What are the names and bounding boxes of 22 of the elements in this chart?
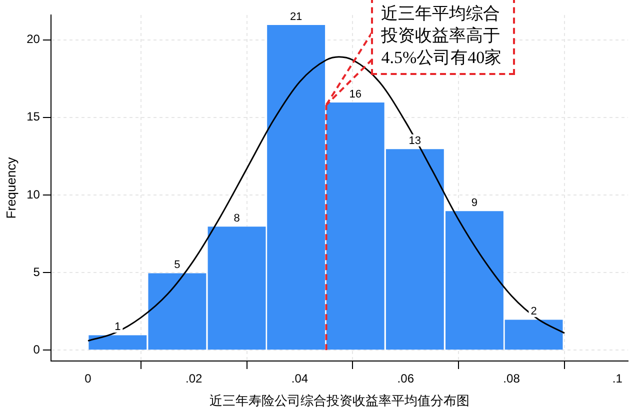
y-tick-label: 0 — [33, 342, 40, 356]
data-label: 2 — [530, 306, 537, 318]
data-label: 5 — [174, 259, 180, 272]
x-tick-label: .08 — [503, 372, 520, 386]
y-tick-label: 5 — [33, 264, 40, 279]
data-label: 16 — [349, 88, 362, 100]
data-label: 21 — [290, 10, 302, 23]
x-tick-label: 0 — [84, 372, 92, 386]
y-tick-label: 10 — [26, 187, 40, 202]
data-label: 1 — [114, 321, 121, 334]
data-label: 13 — [408, 134, 422, 147]
x-axis-title: 近三年寿险公司综合投资收益率平均值分布图 — [209, 392, 470, 408]
data-label: 8 — [234, 212, 240, 225]
x-tick-label: .06 — [397, 372, 414, 386]
x-tick-label: .04 — [291, 372, 308, 386]
y-axis-title: Frequency — [3, 156, 18, 219]
x-tick-label: .1 — [612, 372, 623, 386]
y-tick-label: 15 — [26, 110, 40, 124]
x-tick-label: .02 — [186, 372, 203, 386]
data-label: 9 — [471, 197, 478, 210]
y-tick-label: 20 — [26, 32, 40, 46]
ref-line-label: 近三年平均综合投资收益率高于4.5%公司有40家 — [371, 0, 516, 75]
